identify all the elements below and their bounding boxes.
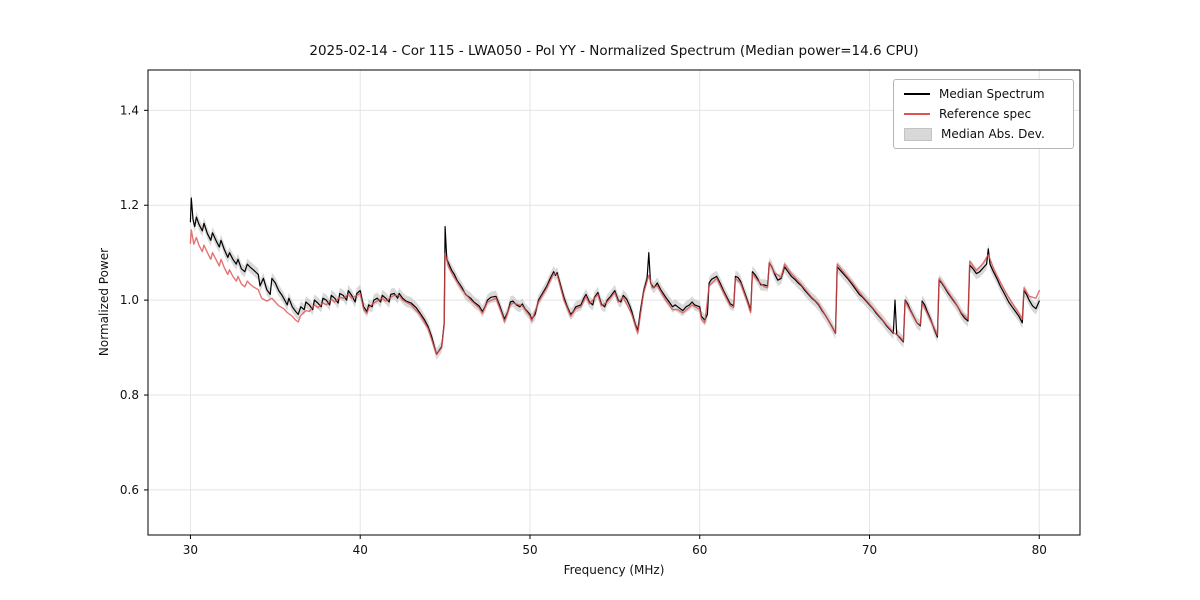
chart-title: 2025-02-14 - Cor 115 - LWA050 - Pol YY -…	[309, 43, 919, 59]
x-tick-label: 60	[692, 543, 707, 557]
plot-border	[147, 69, 1081, 536]
legend-label: Reference spec	[939, 107, 1032, 121]
y-tick-label: 1.0	[120, 293, 139, 307]
legend-band-swatch-icon	[904, 127, 932, 141]
y-tick-label: 1.4	[120, 103, 139, 117]
y-tick-label: 0.8	[120, 388, 139, 402]
legend-label: Median Spectrum	[939, 87, 1045, 101]
legend-line-swatch-icon	[904, 113, 930, 115]
series-line-1	[189, 229, 1041, 355]
legend-entry-2: Median Abs. Dev.	[904, 127, 1063, 141]
x-tick-label: 40	[353, 543, 368, 557]
series-line-0	[189, 197, 1040, 355]
y-axis-label: Normalized Power	[97, 247, 111, 357]
x-tick-label: 70	[862, 543, 877, 557]
legend-label: Median Abs. Dev.	[941, 127, 1045, 141]
x-tick-label: 80	[1032, 543, 1047, 557]
legend-box: Median Spectrum Reference spec Median Abs.…	[893, 79, 1074, 149]
mad-band	[190, 192, 1040, 360]
x-tick-label: 50	[522, 543, 537, 557]
legend-line-swatch-icon	[904, 93, 930, 95]
y-tick-label: 1.2	[120, 198, 139, 212]
legend-entry-0: Median Spectrum	[904, 87, 1063, 101]
x-tick-label: 30	[183, 543, 198, 557]
x-axis-label: Frequency (MHz)	[563, 563, 665, 577]
y-tick-label: 0.6	[120, 483, 139, 497]
legend-entry-1: Reference spec	[904, 107, 1063, 121]
